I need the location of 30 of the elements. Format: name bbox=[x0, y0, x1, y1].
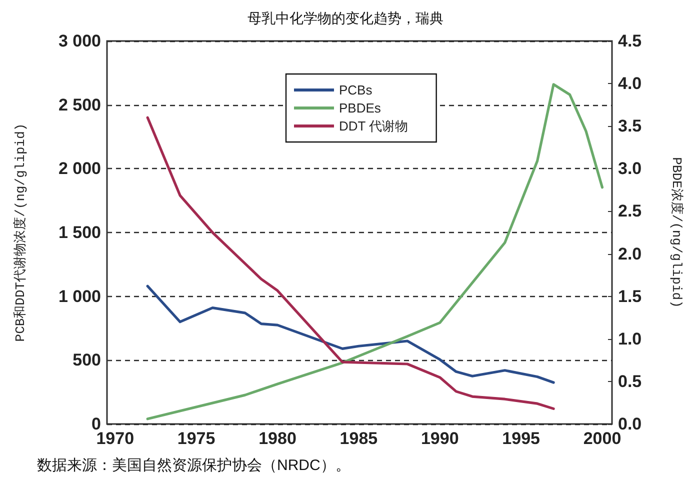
y-tick-label: 2 000 bbox=[58, 159, 101, 178]
y2-tick-label: 1.0 bbox=[618, 329, 642, 348]
y-tick-label: 2 500 bbox=[58, 95, 101, 114]
chart-title: 母乳中化学物的变化趋势，瑞典 bbox=[248, 10, 444, 26]
source-note: 数据来源：美国自然资源保护协会（NRDC）。 bbox=[37, 457, 350, 474]
x-tick-label: 1990 bbox=[420, 429, 459, 448]
legend-label: PCBs bbox=[339, 82, 373, 98]
x-tick-label: 1980 bbox=[258, 429, 296, 448]
legend-label: DDT 代谢物 bbox=[339, 118, 408, 134]
y-axis-title: PCB和DDT代谢物浓度/(ng/glipid) bbox=[12, 123, 28, 342]
y2-tick-label: 3.5 bbox=[618, 116, 642, 136]
x-tick-label: 1985 bbox=[340, 429, 378, 448]
y2-tick-label: 2.0 bbox=[618, 244, 642, 264]
y-tick-label: 500 bbox=[72, 350, 101, 370]
y2-tick-label: 4.5 bbox=[618, 32, 642, 50]
y2-tick-label: 0.5 bbox=[618, 372, 642, 391]
x-tick-label: 1975 bbox=[177, 429, 216, 448]
line-series bbox=[146, 284, 555, 384]
y-tick-label: 1 500 bbox=[58, 223, 101, 242]
y2-tick-label: 2.5 bbox=[618, 202, 642, 221]
y-tick-label: 1 000 bbox=[58, 286, 101, 306]
y-tick-label: 3 000 bbox=[58, 32, 101, 50]
x-tick-label: 1995 bbox=[502, 429, 540, 448]
y2-axis-title: PBDE浓度/(ng/glipid) bbox=[669, 157, 685, 308]
line-series bbox=[146, 116, 555, 410]
y2-tick-label: 1.5 bbox=[618, 286, 642, 306]
legend-label: PBDEs bbox=[339, 100, 382, 116]
y2-tick-label: 3.0 bbox=[618, 159, 642, 178]
line-series bbox=[146, 83, 604, 420]
y2-tick-label: 4.0 bbox=[618, 74, 642, 94]
